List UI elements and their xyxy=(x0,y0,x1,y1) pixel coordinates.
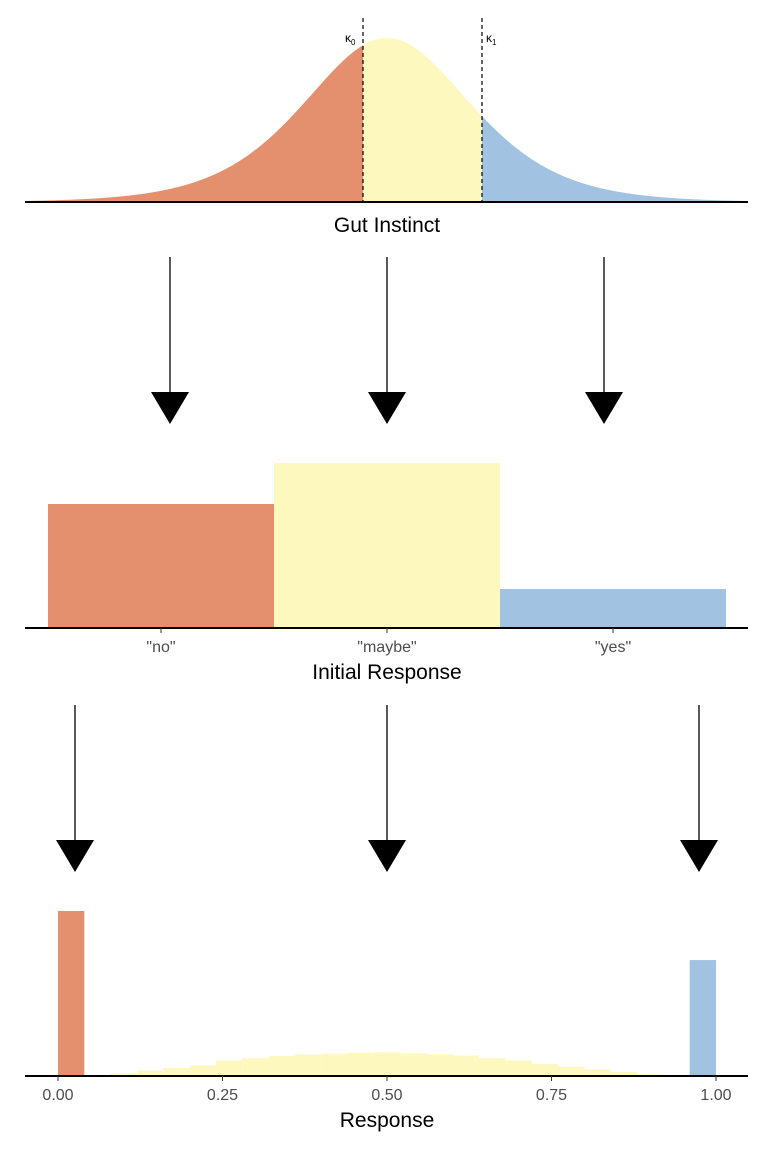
gut-instinct-axis-title: Gut Instinct xyxy=(334,214,440,237)
tick-label-0-25: 0.25 xyxy=(207,1087,238,1104)
bar-yes xyxy=(500,589,726,628)
cutpoint-kappa0-label: κ0 xyxy=(345,31,356,47)
histogram-bar-maybe-5 xyxy=(242,1058,269,1076)
histogram-bar-no-0 xyxy=(58,911,85,1076)
histogram-bar-yes-0 xyxy=(689,960,716,1076)
histogram-bar-maybe-16 xyxy=(531,1063,559,1076)
histogram-bar-maybe-0 xyxy=(110,1073,137,1076)
arrow-head-to-zero xyxy=(56,840,94,872)
histogram-bar-maybe-9 xyxy=(347,1052,374,1076)
arrow-head-maybe xyxy=(368,392,406,424)
histogram-bar-maybe-15 xyxy=(505,1060,532,1076)
histogram-bar-maybe-7 xyxy=(294,1054,322,1076)
histogram-bar-maybe-2 xyxy=(163,1067,190,1076)
tick-label-yes: "yes" xyxy=(595,639,631,656)
response-panel: 0.00 0.25 0.50 0.75 1.00 Response xyxy=(25,911,748,1132)
arrows-row-1 xyxy=(151,257,623,424)
density-region-yes xyxy=(482,116,748,202)
arrows-row-2 xyxy=(56,705,718,872)
density-region-maybe xyxy=(363,38,482,202)
arrow-head-yes xyxy=(585,392,623,424)
gut-instinct-panel: κ0 κ1 Gut Instinct xyxy=(25,18,748,237)
tick-label-0-75: 0.75 xyxy=(536,1087,567,1104)
response-histogram-bars xyxy=(58,911,716,1076)
histogram-bar-maybe-6 xyxy=(268,1055,295,1076)
tick-label-0-50: 0.50 xyxy=(371,1087,402,1104)
density-region-no xyxy=(28,45,363,203)
tick-label-1-00: 1.00 xyxy=(700,1087,731,1104)
histogram-bar-maybe-10 xyxy=(373,1052,401,1076)
bar-no xyxy=(48,504,274,628)
histogram-bar-maybe-11 xyxy=(400,1053,427,1076)
tick-label-maybe: "maybe" xyxy=(357,639,416,656)
initial-response-panel: "no" "maybe" "yes" Initial Response xyxy=(25,463,748,684)
bar-maybe xyxy=(274,463,500,628)
initial-response-axis-title: Initial Response xyxy=(312,661,461,684)
histogram-bar-maybe-17 xyxy=(558,1066,585,1076)
histogram-bar-maybe-13 xyxy=(452,1055,480,1076)
histogram-bar-maybe-4 xyxy=(215,1060,243,1076)
arrow-head-no xyxy=(151,392,189,424)
histogram-bar-maybe-19 xyxy=(610,1071,638,1076)
histogram-bar-maybe-3 xyxy=(189,1065,216,1076)
histogram-bar-maybe-1 xyxy=(136,1070,164,1076)
histogram-bar-maybe-12 xyxy=(426,1054,453,1076)
response-axis-title: Response xyxy=(340,1109,435,1132)
histogram-bar-maybe-14 xyxy=(479,1058,506,1076)
arrow-head-to-one xyxy=(680,840,718,872)
histogram-bar-maybe-8 xyxy=(321,1053,348,1076)
arrow-head-to-middle xyxy=(368,840,406,872)
tick-label-no: "no" xyxy=(146,639,175,656)
histogram-bar-maybe-18 xyxy=(584,1069,611,1076)
tick-label-0-00: 0.00 xyxy=(42,1087,73,1104)
cutpoint-kappa1-label: κ1 xyxy=(486,31,497,47)
